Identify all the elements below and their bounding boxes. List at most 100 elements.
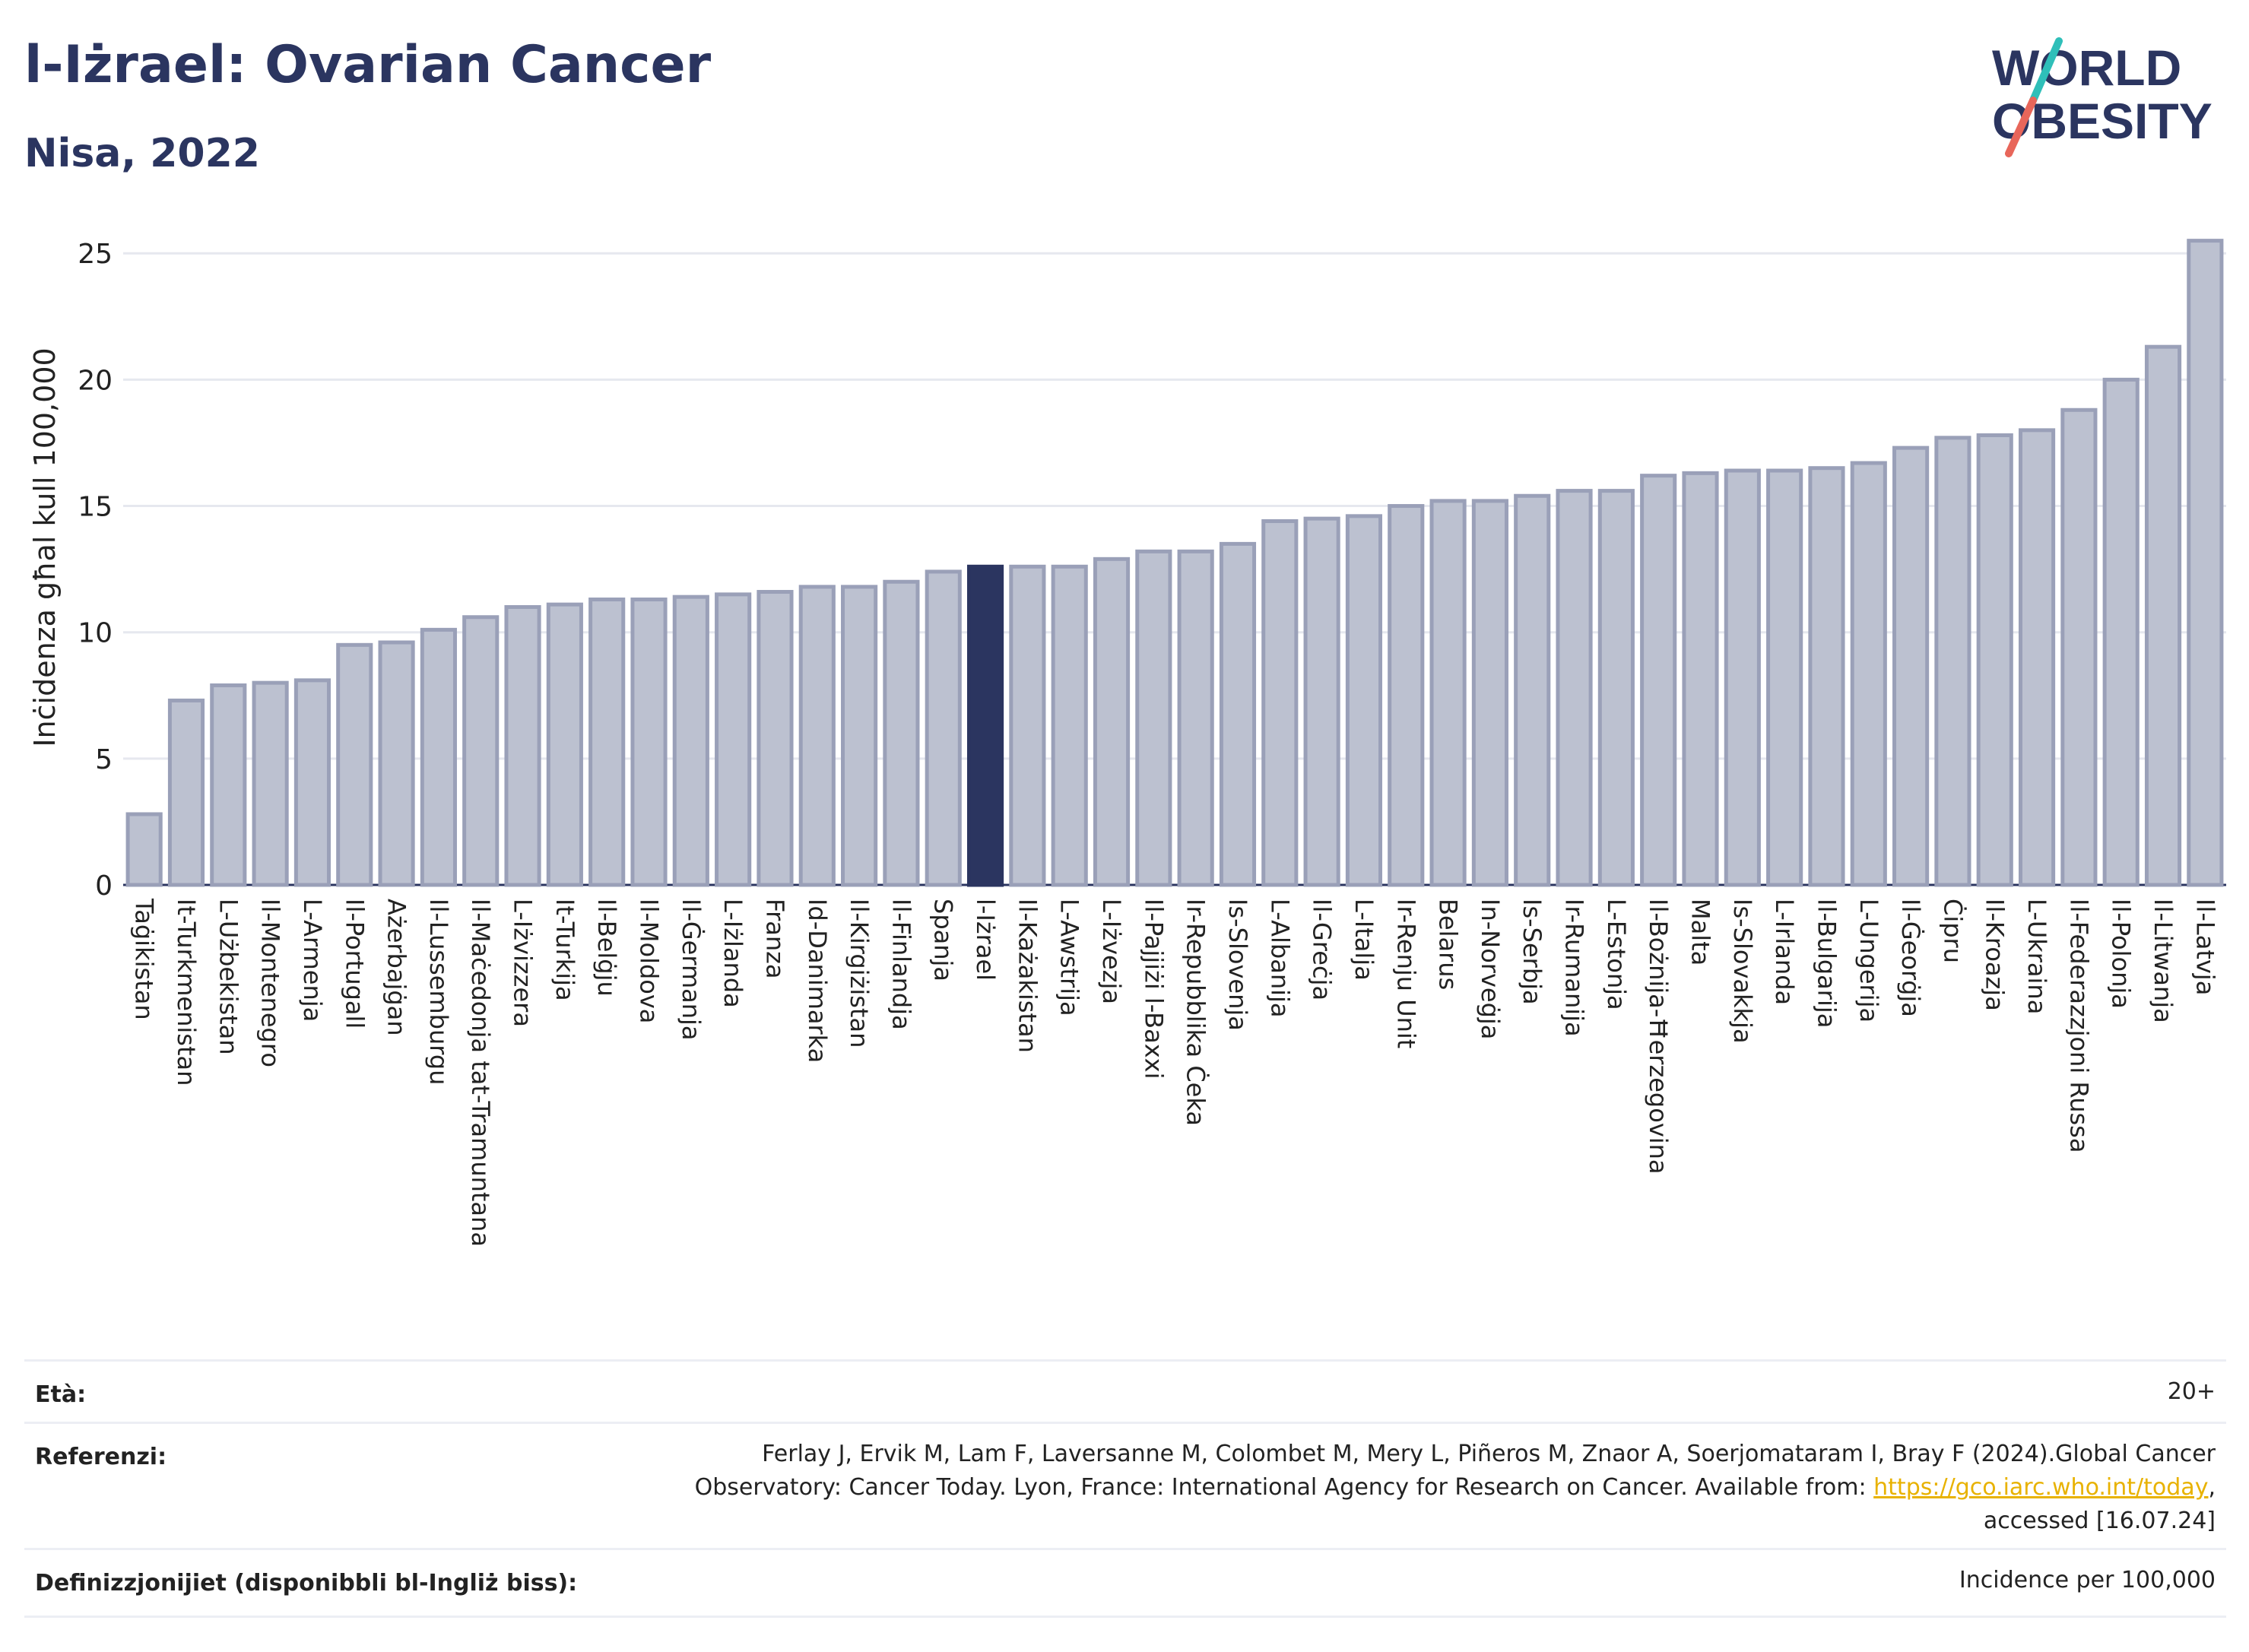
x-tick-label: Id-Danimarka [803,899,832,1063]
x-tick-label: L-Irlanda [1770,899,1799,1005]
bar-6[interactable] [378,640,415,887]
x-tick-label: Il-Każakistan [1013,899,1042,1053]
bar-18[interactable] [883,579,920,887]
bar-21[interactable] [1009,564,1046,887]
bar-38[interactable] [1724,468,1761,887]
bar-chart: 0 5 10 15 20 25 Taġikistan It-Turkmenistan L-Uż… [28,239,2226,1247]
y-tick-label: 15 [78,492,113,523]
bar-35[interactable] [1597,489,1635,887]
bar-43[interactable] [1934,436,1971,887]
x-tick-label: In-Norveġja [1476,899,1505,1039]
reference-line-2-text: Observatory: Cancer Today. Lyon, France:… [694,1474,1874,1501]
x-tick-label: L-Awstrija [1055,899,1084,1016]
bar-8[interactable] [462,615,500,887]
bar-26[interactable] [1219,541,1257,887]
bar-9[interactable] [504,604,541,887]
reference-line-1: Ferlay J, Ervik M, Lam F, Laversanne M, … [762,1441,2216,1467]
bar-7[interactable] [420,627,457,887]
x-tick-label: L-Albanija [1265,899,1294,1017]
bar-23[interactable] [1093,556,1131,887]
bar-2[interactable] [210,683,247,887]
bar-47[interactable] [2102,377,2140,887]
meta-row-references: Referenzi: Ferlay J, Ervik M, Lam F, Lav… [24,1422,2226,1550]
x-tick-label: Il-Kroazja [1981,899,2010,1011]
bar-0[interactable] [125,812,163,887]
bar-10[interactable] [546,602,583,887]
meta-row-definitions: Definizzjonijiet (disponibbli bl-Ingliż … [24,1548,2226,1618]
x-tick-label: Il-Portugall [340,899,369,1029]
bar-42[interactable] [1892,446,1930,887]
bar-14[interactable] [715,592,752,887]
definitions-label: Definizzjonijiet (disponibbli bl-Ingliż … [35,1570,578,1597]
y-tick-label: 5 [95,744,113,775]
bar-33[interactable] [1514,493,1551,887]
x-tick-label: Taġikistan [130,898,159,1020]
x-tick-label: Il-Ġeorġja [1896,899,1925,1017]
bar-36[interactable] [1640,474,1677,887]
bar-46[interactable] [2060,407,2098,887]
x-tick-label: Ir-Renju Unit [1391,899,1420,1048]
x-tick-label: Is-Slovenja [1223,899,1252,1031]
reference-link[interactable]: https://gco.iarc.who.int/today [1873,1474,2209,1501]
bar-41[interactable] [1850,461,1887,887]
definitions-value: Incidence per 100,000 [1959,1567,2216,1593]
y-tick-labels: 0 5 10 15 20 25 [78,239,113,902]
reference-line-3: accessed [16.07.24] [1983,1508,2216,1534]
bar-29[interactable] [1345,514,1383,887]
bar-4[interactable] [293,678,331,887]
bar-12[interactable] [630,597,668,887]
y-tick-label: 0 [95,870,113,902]
bar-1[interactable] [167,698,205,887]
bar-27[interactable] [1261,518,1299,887]
page-title: l-Iżrael: Ovarian Cancer [24,35,712,95]
bar-45[interactable] [2018,428,2056,887]
x-tick-label: L-Armenja [298,899,327,1022]
bar-24[interactable] [1135,549,1172,887]
bar-16[interactable] [798,585,836,887]
bar-34[interactable] [1556,489,1593,887]
bar-28[interactable] [1303,516,1340,887]
bar-20[interactable] [966,564,1004,887]
logo-line-1: WORLD [1992,40,2181,96]
x-tick-label: It-Turkmenistan [172,899,201,1086]
x-tick-label: Il-Montenegro [256,899,285,1067]
bar-25[interactable] [1177,549,1214,887]
x-tick-label: Il-Moldova [635,899,664,1023]
x-tick-label: Belarus [1434,899,1463,990]
bar-22[interactable] [1051,564,1088,887]
x-tick-label: Is-Serbja [1518,899,1546,1005]
bar-39[interactable] [1766,468,1803,887]
bar-31[interactable] [1429,499,1467,887]
x-tick-label: Il-Greċja [1308,899,1337,1000]
bar-5[interactable] [336,642,373,887]
bar-37[interactable] [1682,471,1719,887]
x-tick-label: Il-Bulgarija [1812,899,1841,1028]
bar-15[interactable] [757,590,794,887]
x-tick-label: L-Ukraina [2022,899,2051,1014]
x-tick-label: Il-Litwanja [2149,899,2178,1023]
world-obesity-logo: WORLD OBESITY [1992,37,2213,157]
bar-11[interactable] [588,597,626,887]
x-tick-label: Malta [1686,899,1715,966]
bar-40[interactable] [1808,466,1845,887]
age-value: 20+ [2167,1378,2216,1405]
logo-slash-red [2005,97,2037,157]
x-tick-label: Ir-Rumanija [1560,899,1589,1037]
meta-row-age: Età: 20+ [24,1359,2226,1424]
y-tick-label: 10 [78,618,113,649]
bar-13[interactable] [672,595,709,887]
bar-19[interactable] [925,569,962,887]
bar-3[interactable] [252,680,289,887]
bar-44[interactable] [1976,433,2013,887]
x-tick-label: Il-Lussemburgu [424,899,453,1085]
bar-49[interactable] [2187,239,2224,887]
x-tick-label: L-Italja [1350,899,1378,981]
bar-17[interactable] [841,585,878,887]
bar-48[interactable] [2144,344,2182,887]
age-label: Età: [35,1381,87,1408]
bar-32[interactable] [1471,499,1508,887]
logo-slash-teal [2029,37,2063,104]
x-tick-label: Ir-Repubblika Ċeka [1182,899,1210,1126]
bar-30[interactable] [1388,504,1425,887]
x-tick-labels: Taġikistan It-Turkmenistan L-Użbekistan Il-… [130,898,2220,1247]
